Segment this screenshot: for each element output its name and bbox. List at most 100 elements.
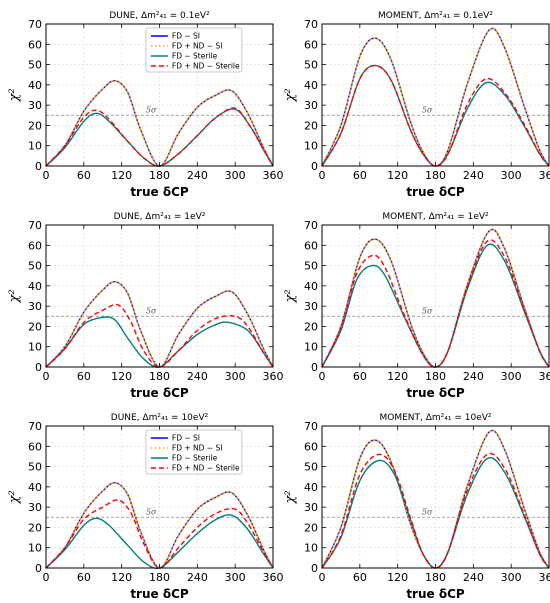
legend-entry: FD + ND − SI bbox=[172, 444, 223, 453]
y-tick-label: 30 bbox=[304, 501, 318, 514]
x-tick-label: 180 bbox=[149, 370, 170, 383]
series-line-2 bbox=[321, 228, 550, 368]
series-line-2 bbox=[45, 80, 274, 167]
x-tick-label: 0 bbox=[319, 571, 326, 584]
chart-panel-4: 5σ 0 60 120 180 240 300 360 0 10 20 30 40 50 60 70 MOMEN… bbox=[283, 212, 550, 400]
chart-title: DUNE, Δm²₄₁ = 0.1eV² bbox=[109, 11, 210, 21]
x-tick-label: 0 bbox=[319, 169, 326, 182]
legend-entry: FD − SI bbox=[172, 434, 200, 443]
y-tick-label: 60 bbox=[28, 38, 42, 51]
legend-entry: FD − SI bbox=[172, 32, 200, 41]
threshold-label: 5σ bbox=[146, 306, 157, 315]
y-tick-label: 0 bbox=[311, 361, 318, 374]
chart-panel-3: 5σ 0 60 120 180 240 300 360 0 10 20 30 40 50 60 70 DUNE,… bbox=[7, 212, 284, 400]
x-axis-label: true δCP bbox=[130, 587, 189, 601]
y-tick-label: 60 bbox=[28, 239, 42, 252]
y-tick-label: 0 bbox=[35, 160, 42, 173]
y-tick-label: 70 bbox=[304, 219, 318, 232]
y-tick-label: 20 bbox=[304, 320, 318, 333]
x-tick-label: 60 bbox=[77, 169, 91, 182]
y-tick-label: 40 bbox=[28, 481, 42, 494]
x-tick-label: 120 bbox=[111, 370, 132, 383]
y-tick-label: 70 bbox=[28, 219, 42, 232]
x-axis-label: true δCP bbox=[130, 185, 189, 199]
y-tick-label: 50 bbox=[28, 59, 42, 72]
y-tick-label: 70 bbox=[28, 18, 42, 31]
x-axis-label: true δCP bbox=[406, 587, 465, 601]
x-tick-label: 300 bbox=[225, 571, 246, 584]
x-tick-label: 0 bbox=[43, 169, 50, 182]
y-tick-label: 50 bbox=[304, 59, 318, 72]
x-tick-label: 240 bbox=[187, 571, 208, 584]
series-line-2 bbox=[321, 27, 550, 167]
x-tick-label: 120 bbox=[387, 370, 408, 383]
legend-entry: FD + ND − Sterile bbox=[172, 464, 240, 473]
x-tick-label: 0 bbox=[319, 370, 326, 383]
x-tick-label: 300 bbox=[501, 169, 522, 182]
x-axis-label: true δCP bbox=[406, 185, 465, 199]
x-tick-label: 60 bbox=[77, 370, 91, 383]
series-line-4 bbox=[321, 64, 550, 167]
x-axis-label: true δCP bbox=[130, 386, 189, 400]
x-tick-label: 0 bbox=[43, 370, 50, 383]
y-tick-label: 40 bbox=[304, 280, 318, 293]
y-tick-label: 10 bbox=[28, 140, 42, 153]
x-axis-label: true δCP bbox=[406, 386, 465, 400]
chart-panel-5: 5σ 0 60 120 180 240 300 360 0 10 20 30 40 50 60 70 DUNE,… bbox=[7, 413, 284, 601]
y-tick-label: 40 bbox=[28, 79, 42, 92]
y-tick-label: 50 bbox=[28, 461, 42, 474]
series-line-4 bbox=[45, 303, 274, 368]
x-tick-label: 360 bbox=[539, 169, 550, 182]
x-tick-label: 240 bbox=[187, 370, 208, 383]
y-tick-label: 50 bbox=[304, 461, 318, 474]
legend-box bbox=[145, 27, 243, 73]
x-tick-label: 360 bbox=[539, 571, 550, 584]
threshold-label: 5σ bbox=[422, 105, 433, 114]
y-tick-label: 20 bbox=[304, 119, 318, 132]
x-tick-label: 120 bbox=[111, 571, 132, 584]
y-tick-label: 60 bbox=[304, 440, 318, 453]
y-tick-label: 40 bbox=[304, 79, 318, 92]
y-tick-label: 0 bbox=[311, 562, 318, 575]
y-tick-label: 50 bbox=[28, 260, 42, 273]
y-tick-label: 60 bbox=[28, 440, 42, 453]
y-tick-label: 60 bbox=[304, 38, 318, 51]
x-tick-label: 120 bbox=[387, 571, 408, 584]
x-tick-label: 180 bbox=[425, 370, 446, 383]
y-tick-label: 70 bbox=[28, 420, 42, 433]
threshold-label: 5σ bbox=[422, 306, 433, 315]
y-tick-label: 50 bbox=[304, 260, 318, 273]
y-tick-label: 70 bbox=[304, 18, 318, 31]
y-tick-label: 30 bbox=[304, 300, 318, 313]
x-tick-label: 60 bbox=[353, 169, 367, 182]
y-axis-label: χ² bbox=[7, 490, 22, 504]
x-tick-label: 360 bbox=[263, 169, 284, 182]
chart-panel-6: 5σ 0 60 120 180 240 300 360 0 10 20 30 40 50 60 70 MOMEN… bbox=[283, 413, 550, 601]
x-tick-label: 360 bbox=[263, 571, 284, 584]
y-tick-label: 10 bbox=[28, 341, 42, 354]
x-tick-label: 180 bbox=[149, 571, 170, 584]
y-axis-label: χ² bbox=[7, 88, 22, 102]
y-tick-label: 0 bbox=[35, 361, 42, 374]
x-tick-label: 240 bbox=[463, 370, 484, 383]
y-tick-label: 40 bbox=[28, 280, 42, 293]
chart-title: MOMENT, Δm²₄₁ = 1eV² bbox=[382, 212, 489, 222]
x-tick-label: 120 bbox=[111, 169, 132, 182]
y-tick-label: 70 bbox=[304, 420, 318, 433]
chart-title: DUNE, Δm²₄₁ = 1eV² bbox=[114, 212, 206, 222]
series-line-2 bbox=[45, 482, 274, 569]
legend-entry: FD + ND − SI bbox=[172, 42, 223, 51]
x-tick-label: 120 bbox=[387, 169, 408, 182]
y-tick-label: 40 bbox=[304, 481, 318, 494]
y-axis-label: χ² bbox=[283, 490, 298, 504]
y-tick-label: 0 bbox=[311, 160, 318, 173]
legend-entry: FD + ND − Sterile bbox=[172, 62, 240, 71]
series-line-2 bbox=[45, 281, 274, 368]
chart-title: DUNE, Δm²₄₁ = 10eV² bbox=[111, 413, 209, 423]
x-tick-label: 180 bbox=[425, 169, 446, 182]
x-tick-label: 180 bbox=[425, 571, 446, 584]
y-tick-label: 20 bbox=[28, 320, 42, 333]
